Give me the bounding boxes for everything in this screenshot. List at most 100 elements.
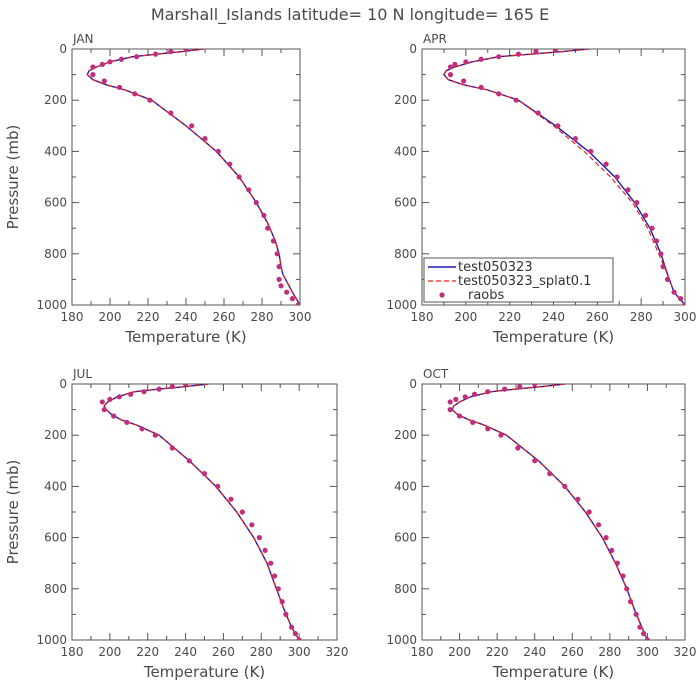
raobs-point — [276, 264, 282, 270]
raobs-point — [644, 637, 651, 640]
raobs-point — [625, 187, 631, 193]
y-tick-label: 200 — [44, 428, 67, 442]
raobs-point — [634, 200, 640, 206]
panel-label: JUL — [72, 367, 92, 381]
raobs-point — [456, 413, 463, 419]
x-tick-label: 200 — [454, 310, 477, 324]
raobs-point — [262, 547, 268, 554]
raobs-point — [513, 97, 519, 103]
x-tick-label: 200 — [99, 310, 122, 324]
raobs-point — [215, 148, 221, 154]
panel-jan: JAN 180 200 220 240 260 280 300 0 200 400 600 800 100… — [4, 32, 311, 346]
y-tick-label: 1000 — [36, 633, 67, 647]
raobs-point — [515, 51, 522, 57]
y-tick-label: 400 — [394, 479, 417, 493]
x-tick-label: 220 — [498, 310, 521, 324]
y-tick-label: 200 — [394, 93, 417, 107]
raobs-point — [498, 432, 504, 438]
raobs-point — [90, 64, 96, 70]
x-tick-label: 280 — [630, 310, 653, 324]
y-tick-label: 0 — [59, 377, 67, 391]
x-tick-label: 280 — [251, 310, 274, 324]
x-tick-label: 240 — [523, 645, 546, 659]
raobs-point — [215, 483, 221, 489]
raobs-point — [296, 637, 302, 640]
raobs-point — [470, 419, 476, 425]
raobs-point — [139, 426, 145, 432]
raobs-point — [627, 599, 634, 605]
panel-jul: JUL 180 200 220 240 260 280 300 320 0 200 400 600 800… — [4, 367, 348, 681]
panel-apr: APR 180 200 220 240 260 280 300 0 200 400 600 800 100… — [386, 32, 696, 346]
y-tick-label: 1000 — [386, 298, 417, 312]
raobs-point — [275, 586, 281, 592]
raobs-point — [555, 123, 561, 129]
raobs-point — [682, 302, 685, 305]
raobs-point — [496, 54, 502, 60]
raobs-point — [609, 547, 615, 554]
raobs-point — [268, 560, 274, 566]
raobs-point — [624, 586, 630, 592]
x-tick-label: 260 — [586, 310, 609, 324]
raobs-point — [141, 389, 147, 395]
raobs-point — [649, 225, 655, 231]
x-tick-label: 180 — [61, 310, 84, 324]
raobs-point — [168, 49, 174, 55]
x-tick-label: 300 — [288, 645, 311, 659]
raobs-point — [249, 522, 255, 528]
raobs-point — [671, 289, 677, 295]
raobs-point — [183, 49, 189, 52]
raobs-point — [637, 624, 643, 630]
y-tick-label: 800 — [394, 582, 417, 596]
raobs-point — [99, 61, 105, 67]
panel-label: APR — [423, 32, 447, 46]
plot-area — [86, 49, 300, 305]
raobs-point — [653, 238, 660, 244]
raobs-point — [186, 458, 192, 464]
x-tick-label: 180 — [411, 645, 434, 659]
raobs-point — [642, 212, 649, 218]
x-tick-label: 260 — [561, 645, 584, 659]
raobs-point — [575, 496, 581, 502]
raobs-point — [586, 509, 592, 515]
raobs-point — [201, 471, 208, 477]
raobs-point — [246, 187, 252, 193]
x-tick-label: 200 — [98, 645, 121, 659]
raobs-point — [485, 426, 491, 432]
x-tick-label: 200 — [448, 645, 471, 659]
raobs-point — [239, 509, 245, 515]
y-tick-label: 600 — [394, 196, 417, 210]
raobs-point — [288, 624, 295, 630]
y-tick-label: 0 — [409, 377, 417, 391]
raobs-point — [189, 123, 195, 129]
raobs-point — [547, 471, 553, 477]
y-tick-label: 1000 — [36, 298, 67, 312]
x-tick-label: 300 — [674, 310, 697, 324]
raobs-point — [278, 283, 284, 289]
series-line-test — [103, 384, 300, 640]
raobs-point — [169, 384, 175, 390]
raobs-point — [289, 296, 295, 302]
raobs-point — [620, 573, 626, 579]
series-line-splat — [103, 384, 300, 640]
plot-frame — [71, 48, 301, 306]
raobs-point — [533, 49, 539, 55]
legend-box — [423, 257, 614, 303]
panel-oct: OCT 180 200 220 240 260 280 300 320 0 200 400 600 800… — [386, 367, 696, 681]
raobs-point — [496, 91, 502, 97]
raobs-point — [478, 84, 484, 90]
raobs-point — [447, 399, 453, 405]
raobs-point — [128, 391, 134, 397]
y-tick-label: 800 — [44, 582, 67, 596]
legend-swatch-dot — [439, 292, 445, 298]
raobs-point — [271, 573, 278, 579]
x-tick-label: 260 — [213, 310, 236, 324]
raobs-point — [147, 97, 153, 103]
raobs-point — [603, 161, 609, 167]
y-tick-label: 600 — [394, 531, 417, 545]
raobs-point — [116, 84, 123, 90]
raobs-point — [447, 64, 454, 70]
x-tick-label: 320 — [326, 645, 349, 659]
x-tick-label: 300 — [289, 310, 312, 324]
raobs-point — [562, 483, 568, 489]
